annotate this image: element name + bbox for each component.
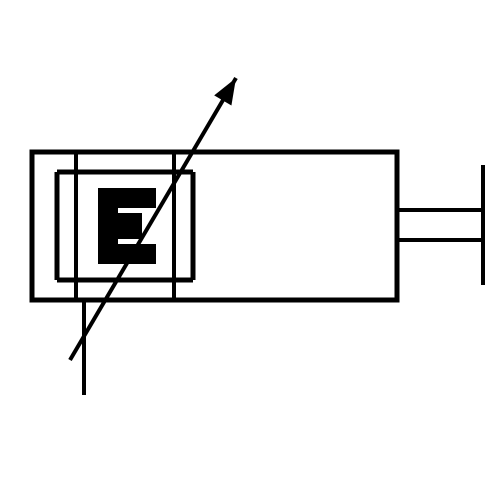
pneumatic-cylinder-symbol <box>0 0 500 500</box>
adjustable-arrow-head-icon <box>214 78 236 105</box>
